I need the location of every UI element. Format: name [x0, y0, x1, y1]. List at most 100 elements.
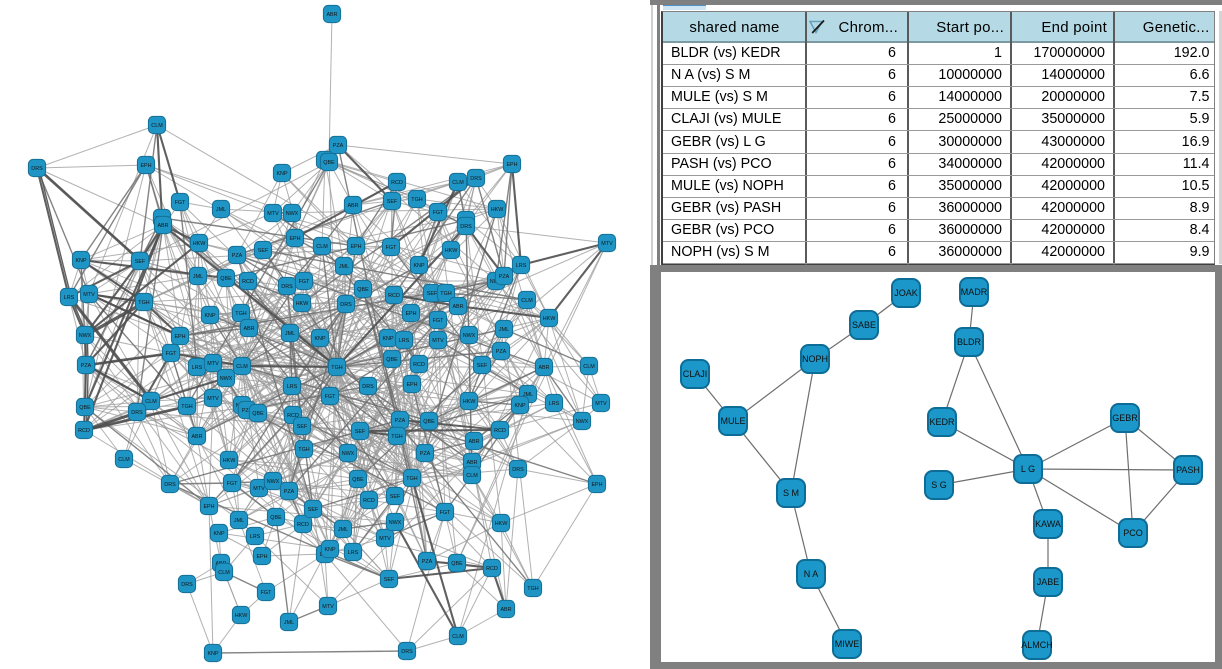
svg-text:CLAJI: CLAJI [683, 369, 708, 379]
svg-text:MTV: MTV [83, 292, 95, 298]
svg-text:TGH: TGH [298, 447, 309, 453]
svg-text:KNP: KNP [204, 313, 215, 319]
svg-text:FGT: FGT [175, 200, 186, 206]
svg-text:NOPH: NOPH [802, 354, 828, 364]
svg-text:FGT: FGT [325, 394, 336, 400]
svg-text:PZA: PZA [420, 451, 431, 457]
svg-text:RCD: RCD [363, 498, 375, 504]
svg-text:ABR: ABR [157, 223, 168, 229]
svg-text:JML: JML [338, 527, 348, 533]
svg-text:KNP: KNP [324, 547, 335, 553]
svg-text:CLM: CLM [151, 123, 163, 129]
svg-text:DRS: DRS [470, 176, 482, 182]
svg-text:PZA: PZA [242, 408, 253, 414]
svg-text:LRS: LRS [348, 550, 359, 556]
svg-text:TGH: TGH [391, 434, 402, 440]
svg-text:TGH: TGH [235, 311, 246, 317]
svg-text:KNP: KNP [382, 336, 393, 342]
svg-text:FGT: FGT [386, 245, 397, 251]
svg-text:MTV: MTV [601, 241, 613, 247]
svg-text:SEF: SEF [387, 199, 398, 205]
svg-text:GEBR: GEBR [1112, 413, 1138, 423]
svg-text:JML: JML [193, 274, 203, 280]
svg-text:S G: S G [931, 480, 947, 490]
svg-text:ABR: ABR [347, 203, 358, 209]
svg-text:DRS: DRS [181, 582, 193, 588]
svg-text:CLM: CLM [218, 570, 230, 576]
svg-text:PZA: PZA [496, 349, 507, 355]
svg-text:NWX: NWX [463, 333, 476, 339]
svg-text:MTV: MTV [322, 604, 334, 610]
svg-text:EPH: EPH [591, 482, 602, 488]
svg-text:HKW: HKW [495, 521, 508, 527]
svg-text:CLM: CLM [452, 180, 464, 186]
svg-text:TGH: TGH [331, 365, 342, 371]
svg-text:N A: N A [804, 569, 819, 579]
svg-text:RCD: RCD [242, 279, 254, 285]
svg-text:LRS: LRS [250, 534, 261, 540]
svg-text:KEDR: KEDR [929, 417, 955, 427]
svg-text:FGT: FGT [166, 351, 177, 357]
svg-text:TGH: TGH [181, 404, 192, 410]
svg-text:ABR: ABR [452, 304, 463, 310]
svg-text:NWX: NWX [79, 333, 92, 339]
svg-text:HKW: HKW [235, 613, 248, 619]
svg-text:KNP: KNP [276, 171, 287, 177]
svg-text:QBE: QBE [423, 419, 435, 425]
svg-text:SEF: SEF [308, 507, 319, 513]
svg-text:FGT: FGT [261, 590, 272, 596]
svg-text:CLM: CLM [236, 364, 248, 370]
svg-text:TGH: TGH [406, 476, 417, 482]
svg-text:ABR: ABR [243, 326, 254, 332]
svg-text:QBE: QBE [79, 405, 91, 411]
svg-text:HKW: HKW [491, 207, 504, 213]
svg-text:EPH: EPH [289, 236, 300, 242]
svg-text:DRS: DRS [281, 284, 293, 290]
svg-text:MTV: MTV [253, 486, 265, 492]
svg-text:JML: JML [339, 264, 349, 270]
svg-text:NWX: NWX [220, 376, 233, 382]
svg-text:DRS: DRS [512, 467, 524, 473]
svg-text:JML: JML [285, 331, 295, 337]
svg-text:HKW: HKW [296, 301, 309, 307]
svg-text:ABR: ABR [466, 460, 477, 466]
svg-text:CLM: CLM [466, 473, 478, 479]
svg-text:TGH: TGH [440, 291, 451, 297]
svg-text:DRS: DRS [401, 649, 413, 655]
svg-text:PZA: PZA [395, 418, 406, 424]
svg-text:ABR: ABR [326, 12, 337, 18]
svg-text:MIWE: MIWE [835, 639, 860, 649]
svg-text:ABR: ABR [500, 607, 511, 613]
svg-text:RCD: RCD [494, 428, 506, 434]
svg-text:JML: JML [234, 518, 244, 524]
svg-text:JML: JML [523, 392, 533, 398]
svg-text:QBE: QBE [451, 561, 463, 567]
svg-text:KNP: KNP [514, 403, 525, 409]
svg-text:KNP: KNP [207, 651, 218, 657]
svg-text:LRS: LRS [64, 295, 75, 301]
svg-text:NWX: NWX [389, 520, 402, 526]
svg-text:JML: JML [284, 620, 294, 626]
svg-text:SEF: SEF [135, 259, 146, 265]
svg-text:HKW: HKW [463, 399, 476, 405]
svg-text:EPH: EPH [350, 244, 361, 250]
svg-text:RCD: RCD [78, 428, 90, 434]
svg-text:FGT: FGT [433, 318, 444, 324]
svg-text:DRS: DRS [460, 224, 472, 230]
svg-text:QBE: QBE [386, 357, 398, 363]
svg-text:ABR: ABR [538, 365, 549, 371]
svg-text:SEF: SEF [427, 291, 438, 297]
svg-text:CLM: CLM [521, 298, 533, 304]
svg-text:HKW: HKW [543, 316, 556, 322]
svg-text:QBE: QBE [357, 287, 369, 293]
svg-text:EPH: EPH [506, 162, 517, 168]
svg-text:FGT: FGT [433, 210, 444, 216]
svg-text:L G: L G [1021, 464, 1035, 474]
svg-text:RCD: RCD [287, 413, 299, 419]
svg-text:TGH: TGH [411, 197, 422, 203]
svg-text:DRS: DRS [131, 410, 143, 416]
svg-text:PZA: PZA [333, 143, 344, 149]
svg-text:LRS: LRS [549, 401, 560, 407]
svg-text:NWX: NWX [286, 211, 299, 217]
svg-text:ALMCH: ALMCH [1021, 640, 1053, 650]
